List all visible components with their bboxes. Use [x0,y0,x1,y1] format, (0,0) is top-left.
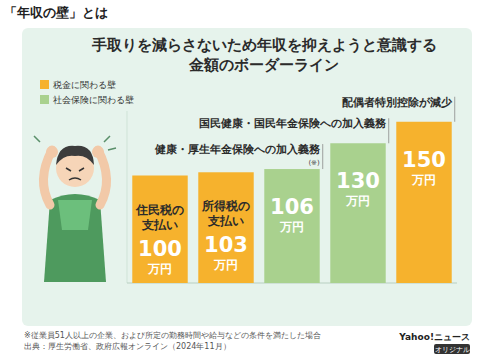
value-label: 100万円 [138,237,182,276]
category-label: 住民税の支払い [135,203,184,232]
bar [132,176,187,284]
value-unit: 万円 [279,220,304,234]
text-line: 支払い [141,218,178,232]
text-line: 住民税の [135,203,184,217]
value-number: 106 [270,195,314,219]
icon-apron-top [58,200,92,230]
value-label: 103万円 [204,233,248,272]
annotation-note: (※) [308,159,320,167]
annotation: 健康・厚生年金保険への加入義務 [154,143,321,156]
title: 手取りを減らさないため年収を抑えようと意識する金額のボーダーライン [91,36,437,74]
icon-hair [56,146,94,165]
bar [264,169,319,283]
logo-tag: オリジナル [435,346,470,354]
value-unit: 万円 [213,258,238,272]
annotation: 配偶者特別控除が減少 [342,96,453,109]
bar [396,122,451,283]
legend-swatch [40,80,49,89]
logo: Yahoo!ニュース [398,332,470,342]
annotation-bracket [322,144,323,169]
footnote: ※従業員51人以上の企業、および所定の勤務時間や給与などの条件を満たした場合 [24,331,321,340]
icon-arm [98,150,107,205]
icon-mouth [69,178,81,180]
text-line: 金額のボーダーライン [188,56,339,74]
category-label: 所得税の支払い [201,199,250,228]
annotation: 国民健康・国民年金保険への加入義務 [199,117,387,130]
value-label: 106万円 [270,195,314,234]
bars [132,122,451,283]
icon-eyes [66,168,84,171]
value-number: 100 [138,237,182,261]
legend-label: 税金に関わる壁 [53,80,116,90]
legend-label: 社会保険に関わる壁 [53,95,134,105]
value-unit: 万円 [147,262,172,276]
footnote: 出典：厚生労働省、政府広報オンライン（2024年11月） [24,342,231,351]
legend-item: 税金に関わる壁 [40,80,116,90]
annotation-bracket [454,97,455,122]
icon-arm [43,150,52,205]
logo-tag-bg [434,344,470,354]
bar [198,172,253,283]
text-line: 手取りを減らさないため年収を抑えようと意識する [91,36,437,54]
value-label: 150万円 [402,148,446,187]
icon-hand [92,146,104,158]
text-line: 所得税の [201,199,250,213]
legend-item: 社会保険に関わる壁 [40,95,134,105]
header: 「年収の壁」とは [4,5,108,20]
value-unit: 万円 [411,173,436,187]
chart-svg: 「年収の壁」とは手取りを減らさないため年収を抑えようと意識する金額のボーダーライ… [0,0,480,360]
worried-person-icon [34,136,116,282]
chart-root: 「年収の壁」とは手取りを減らさないため年収を抑えようと意識する金額のボーダーライ… [0,0,480,360]
y-axis-line [127,111,128,283]
value-unit: 万円 [345,194,370,208]
icon-worry-lines [34,136,116,150]
value-number: 103 [204,233,248,257]
panel [22,28,472,326]
text-line: 支払い [207,214,244,228]
value-number: 130 [336,169,380,193]
value-label: 130万円 [336,169,380,208]
annotation-bracket [388,118,389,143]
labels: 住民税の支払い100万円所得税の支払い103万円106万円130万円150万円健… [135,96,455,276]
legend-swatch [40,95,49,104]
icon-hand [46,146,58,158]
value-number: 150 [402,148,446,172]
bar [330,143,385,283]
